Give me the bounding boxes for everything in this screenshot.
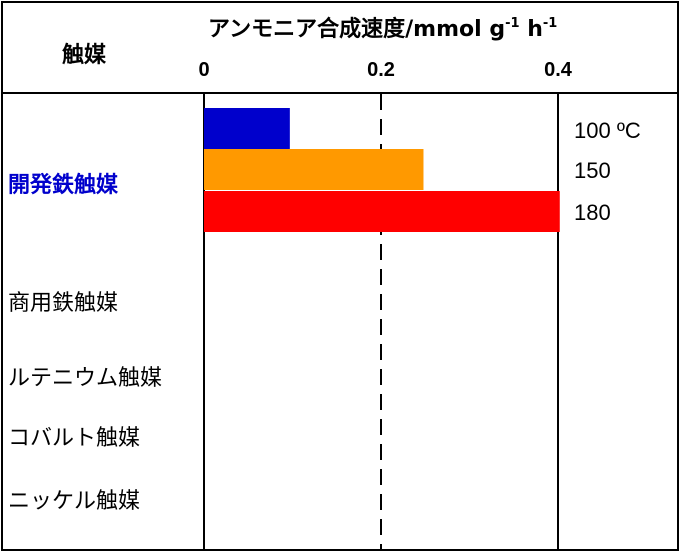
category-label: ニッケル触媒 (8, 489, 140, 514)
series-labels: 100 ºC 150 180 (574, 118, 641, 225)
chart-title-exp2: -1 (543, 16, 557, 31)
series-label: 180 (574, 200, 611, 225)
bars (204, 108, 560, 232)
category-label: ルテニウム触媒 (8, 366, 162, 391)
x-tick-label: 0.2 (367, 59, 395, 81)
x-tick-labels: 0 0.2 0.4 (198, 59, 572, 81)
category-label: コバルト触媒 (8, 426, 140, 451)
chart-title: アンモニア合成速度/mmol g-1 h-1 (208, 16, 557, 42)
x-tick-label: 0 (198, 59, 209, 81)
series-label: 150 (574, 158, 611, 183)
category-label: 商用鉄触媒 (8, 291, 118, 316)
category-header: 触媒 (62, 42, 107, 68)
category-label: 開発鉄触媒 (8, 172, 119, 198)
chart-title-exp1: -1 (505, 16, 519, 31)
chart-title-main: アンモニア合成速度/mmol g (208, 16, 505, 42)
x-tick-label: 0.4 (544, 59, 573, 81)
chart-title-mid: h (520, 17, 543, 42)
bar-3 (204, 191, 560, 232)
bar-2 (204, 149, 424, 190)
bar-1 (204, 108, 290, 149)
series-label: 100 ºC (574, 118, 641, 143)
